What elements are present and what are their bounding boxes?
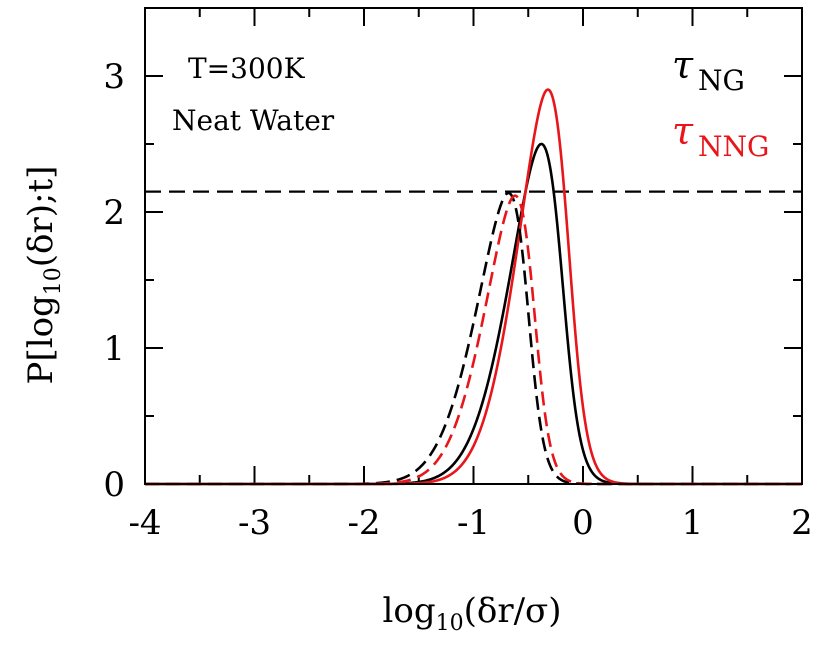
series-line-1 [145,142,802,486]
legend-symbol-ng: τ [672,43,694,87]
x-tick-label: 2 [791,503,813,543]
x-axis-label: log10(δr/σ) [382,591,561,636]
y-axis-label: P[log10(δr);t] [21,166,66,385]
y-tick-label: 1 [103,329,125,369]
legend: τ NG τ NNG [672,43,769,163]
plot-frame [144,7,803,485]
series-line-3 [145,191,802,486]
annotation-system: Neat Water [172,104,335,137]
x-tick-label: 1 [682,503,704,543]
y-tick-label: 3 [103,57,125,97]
legend-subscript-nng: NNG [698,130,769,163]
y-tick-label: 0 [103,465,125,505]
x-tick-label: -3 [238,503,271,543]
x-tick-label: -1 [457,503,490,543]
x-tick-label: 0 [572,503,594,543]
x-tick-label: -4 [128,503,161,543]
series-line-4 [145,194,802,486]
annotation-temperature: T=300K [188,52,306,85]
legend-subscript-ng: NG [698,64,745,97]
legend-symbol-nng: τ [672,109,694,153]
x-tick-label: -2 [347,503,380,543]
y-tick-label: 2 [103,193,125,233]
